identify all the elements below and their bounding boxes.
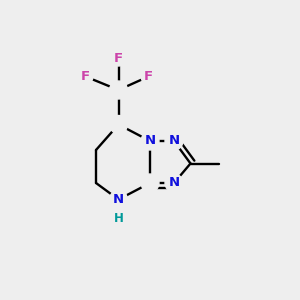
Circle shape (110, 116, 128, 134)
Text: F: F (114, 52, 123, 65)
Text: N: N (168, 176, 180, 190)
Circle shape (78, 69, 93, 84)
Text: N: N (168, 134, 180, 148)
Text: F: F (81, 70, 90, 83)
Circle shape (141, 174, 159, 192)
Circle shape (110, 81, 128, 99)
Circle shape (110, 190, 128, 208)
Circle shape (141, 69, 156, 84)
Circle shape (165, 132, 183, 150)
Circle shape (165, 174, 183, 192)
Text: N: N (144, 134, 156, 148)
Text: N: N (113, 193, 124, 206)
Circle shape (111, 51, 126, 66)
Text: F: F (144, 70, 153, 83)
Circle shape (141, 132, 159, 150)
Text: H: H (114, 212, 123, 226)
